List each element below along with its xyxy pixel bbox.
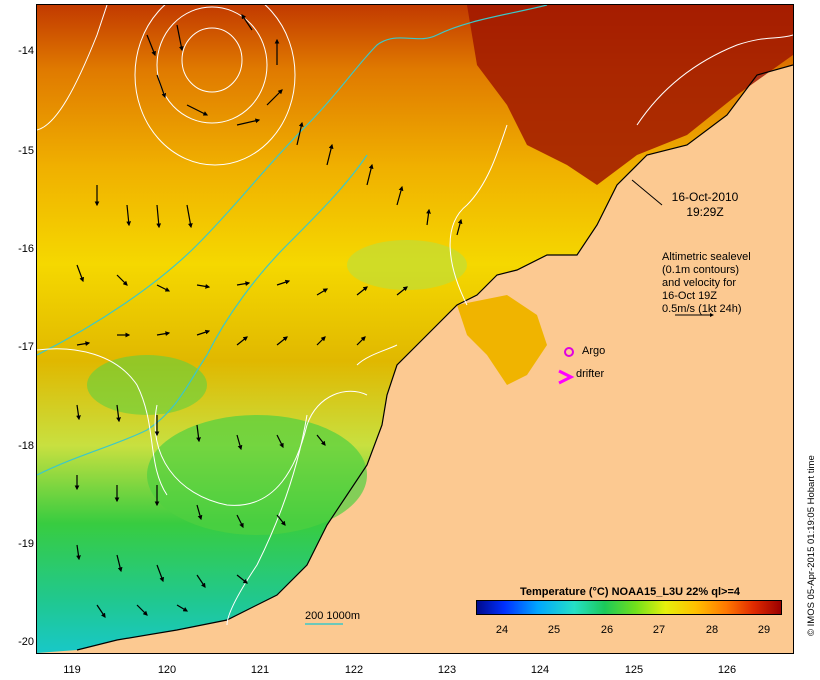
map-canvas (37, 5, 793, 653)
colorbar-tick-label: 24 (495, 624, 509, 636)
lat-tick-label: -18 (18, 440, 34, 452)
lat-tick-label: -15 (18, 145, 34, 157)
depth-contour-label: 200 1000m (305, 610, 361, 622)
lon-tick-label: 121 (250, 664, 270, 676)
velocity-note-line: 16-Oct 19Z (662, 290, 718, 302)
lon-tick-label: 122 (344, 664, 364, 676)
lat-tick-label: -20 (18, 636, 34, 648)
lat-tick-label: -14 (18, 45, 34, 57)
timestamp-annotation: 16-Oct-2010 19:29Z (660, 190, 750, 220)
cool-water-patch (147, 415, 367, 535)
lat-tick-label: -16 (18, 243, 34, 255)
lon-tick-label: 125 (624, 664, 644, 676)
map-panel (36, 4, 794, 654)
king-sound-inlet (457, 295, 547, 385)
lon-tick-label: 120 (157, 664, 177, 676)
colorbar-tick-label: 25 (547, 624, 561, 636)
argo-marker (564, 347, 574, 357)
timestamp-pointer (631, 179, 663, 206)
sealevel-contours (37, 5, 793, 626)
lat-tick-label: -19 (18, 538, 34, 550)
lon-tick-label: 119 (63, 664, 81, 676)
cool-water-patch (87, 355, 207, 415)
velocity-note-line: and velocity for (662, 277, 736, 289)
timestamp-date: 16-Oct-2010 (671, 190, 739, 204)
colorbar-tick-label: 27 (652, 624, 666, 636)
drifter-marker (558, 369, 575, 385)
drifter-label: drifter (576, 368, 605, 380)
cool-water-patch (347, 240, 467, 290)
lon-tick-label: 123 (437, 664, 457, 676)
velocity-note-line: Altimetric sealevel (662, 251, 751, 263)
colorbar-tick-label: 26 (600, 624, 614, 636)
colorbar-tick-label: 28 (705, 624, 719, 636)
velocity-vectors (74, 14, 463, 618)
timestamp-time: 19:29Z (686, 205, 724, 219)
colorbar-title: Temperature (°C) NOAA15_L3U 22% ql>=4 (520, 586, 740, 598)
coastline (76, 64, 793, 651)
temperature-colorbar (476, 600, 782, 615)
lon-tick-label: 126 (717, 664, 737, 676)
velocity-note-line: (0.1m contours) (662, 264, 740, 276)
velocity-note-line: 0.5m/s (1kt 24h) (662, 303, 742, 315)
isobath-1000m (37, 154, 368, 476)
warm-coastal-water (467, 5, 793, 185)
isobath-200m (37, 5, 548, 356)
colorbar-tick-label: 29 (757, 624, 771, 636)
lat-tick-label: -17 (18, 341, 34, 353)
velocity-note: Altimetric sealevel (0.1m contours) and … (662, 251, 751, 316)
argo-label: Argo (582, 345, 606, 357)
lon-tick-label: 124 (530, 664, 550, 676)
credit-text: © IMOS 05-Apr-2015 01:19:05 Hobart time (806, 455, 817, 636)
